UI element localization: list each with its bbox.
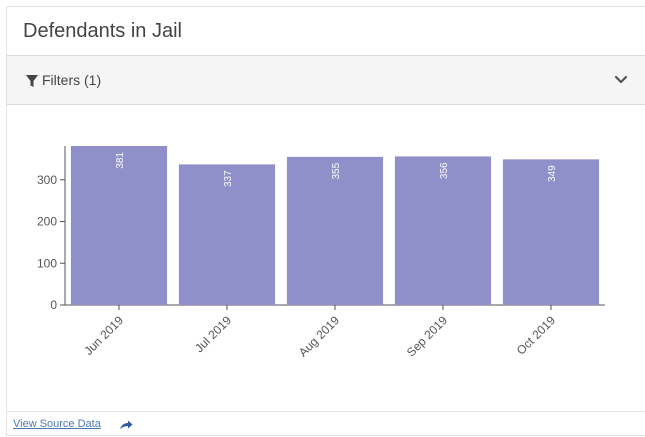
bar xyxy=(70,146,168,305)
chart-card: Defendants in Jail Filters (1) 0 100 200 30… xyxy=(6,6,645,436)
y-tick-label: 300 xyxy=(37,173,57,187)
filters-bar[interactable]: Filters (1) xyxy=(7,55,645,105)
view-source-data-link[interactable]: View Source Data xyxy=(13,418,101,430)
card-footer: View Source Data xyxy=(7,411,645,437)
data-label: 349 xyxy=(547,165,558,182)
y-tick-label: 200 xyxy=(37,215,57,229)
filter-icon xyxy=(26,75,38,87)
data-label: 337 xyxy=(223,170,234,187)
data-label: 356 xyxy=(439,162,450,179)
chevron-down-icon[interactable] xyxy=(614,74,628,86)
filters-label: Filters (1) xyxy=(42,72,102,88)
x-tick-label: Oct 2019 xyxy=(514,313,559,358)
x-tick-label: Jun 2019 xyxy=(81,313,126,358)
bar xyxy=(394,156,492,305)
y-tick-label: 0 xyxy=(50,298,57,312)
bar-chart: 0 100 200 300 381 Jun 2019 337 Jul 2019 355 Aug 2… xyxy=(7,107,645,417)
y-tick-label: 100 xyxy=(37,256,57,270)
data-label: 355 xyxy=(331,162,342,179)
bar xyxy=(286,156,384,305)
x-tick-label: Aug 2019 xyxy=(296,313,342,359)
x-tick-label: Sep 2019 xyxy=(404,313,450,359)
bar xyxy=(178,164,276,305)
card-title: Defendants in Jail xyxy=(23,20,182,42)
bar xyxy=(502,159,600,305)
share-arrow-icon[interactable] xyxy=(119,420,133,430)
x-tick-label: Jul 2019 xyxy=(192,313,234,355)
bar-chart-svg: 0 100 200 300 381 Jun 2019 337 Jul 2019 355 Aug 2… xyxy=(37,146,605,359)
data-label: 381 xyxy=(115,152,126,169)
